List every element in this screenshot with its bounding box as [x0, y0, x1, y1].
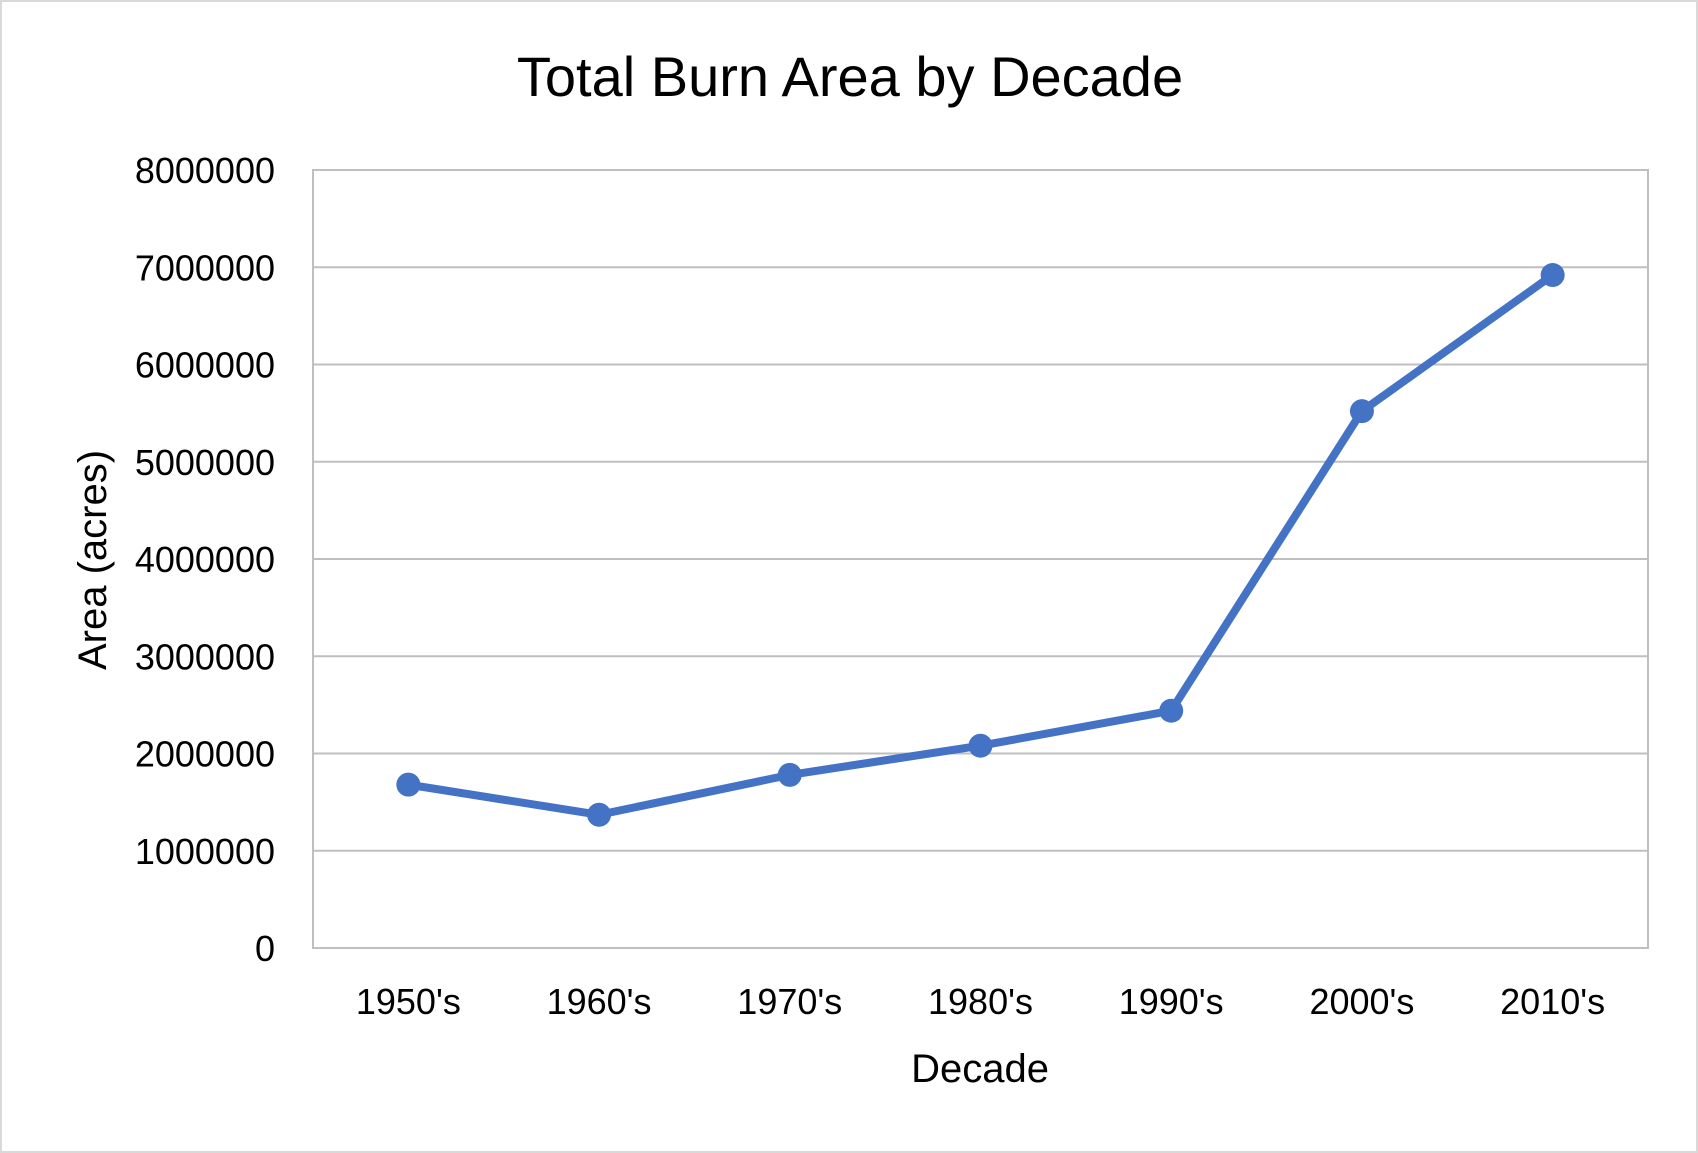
y-tick-label: 8000000: [135, 150, 275, 191]
y-tick-label: 2000000: [135, 734, 275, 775]
data-point: [968, 733, 993, 758]
data-point: [777, 762, 802, 787]
x-tick-label: 1980's: [928, 981, 1033, 1022]
y-tick-label: 1000000: [135, 831, 275, 872]
data-point: [396, 772, 421, 797]
plot-area-border: [312, 169, 1649, 949]
y-axis-label: Area (acres): [71, 450, 115, 670]
x-tick-label: 2000's: [1309, 981, 1414, 1022]
data-point: [1540, 263, 1565, 288]
x-tick-label: 1990's: [1119, 981, 1224, 1022]
data-point: [587, 802, 612, 827]
chart-title: Total Burn Area by Decade: [517, 45, 1183, 108]
y-tick-labels: 0 1000000 2000000 3000000 4000000 5000000 6000…: [135, 150, 275, 969]
data-point: [1159, 698, 1184, 723]
x-tick-label: 1970's: [737, 981, 842, 1022]
x-axis-label: Decade: [911, 1047, 1049, 1091]
y-tick-label: 3000000: [135, 636, 275, 677]
y-tick-label: 0: [255, 928, 275, 969]
x-tick-label: 1960's: [547, 981, 652, 1022]
y-tick-label: 4000000: [135, 539, 275, 580]
series-layer: [396, 263, 1565, 827]
data-point: [1349, 399, 1374, 424]
y-tick-label: 5000000: [135, 442, 275, 483]
x-tick-label: 2010's: [1500, 981, 1605, 1022]
y-tick-label: 7000000: [135, 247, 275, 288]
y-tick-label: 6000000: [135, 345, 275, 386]
x-tick-labels: 1950's 1960's 1970's 1980's 1990's 2000's 2010…: [356, 981, 1605, 1022]
x-tick-label: 1950's: [356, 981, 461, 1022]
